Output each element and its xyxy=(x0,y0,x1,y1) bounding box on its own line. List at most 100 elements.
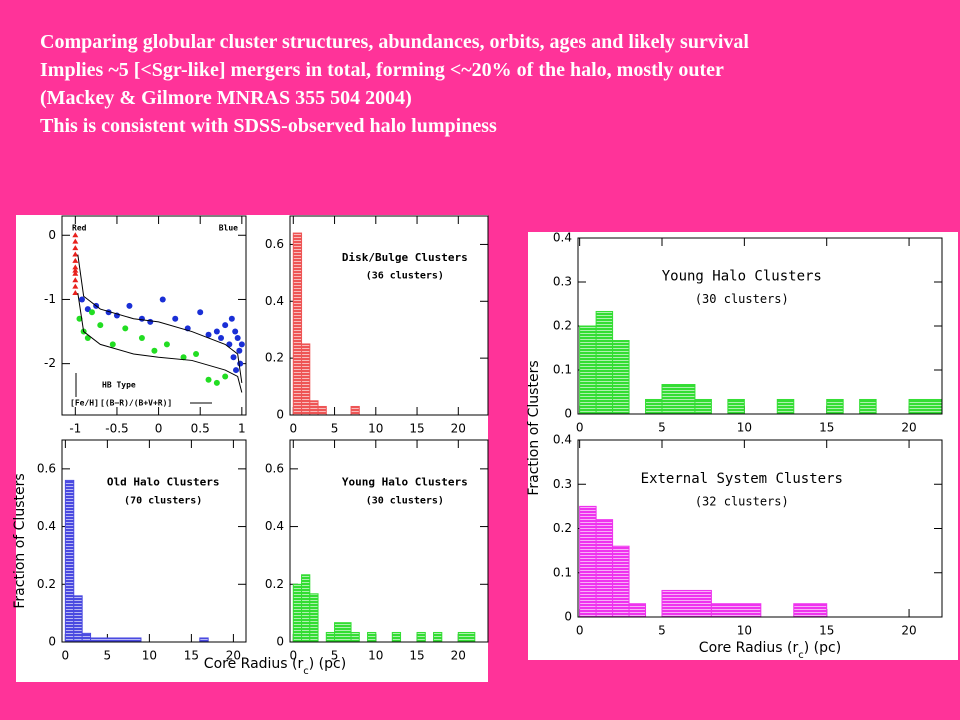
bar xyxy=(595,310,614,415)
x-axis-label: Core Radius (rc) (pc) xyxy=(204,656,346,677)
bar xyxy=(416,631,426,643)
bar xyxy=(367,631,377,643)
plot-frame xyxy=(289,439,489,643)
bar xyxy=(579,325,597,415)
slide-text: Implies ~5 [<Sgr-like] mergers in total,… xyxy=(40,59,724,81)
point xyxy=(126,302,133,309)
x-tick-label: 15 xyxy=(409,422,424,436)
point xyxy=(237,360,244,367)
x-tick-label: 10 xyxy=(368,649,383,663)
y-tick-label: 0.4 xyxy=(553,231,572,245)
panel-title: Young Halo Clusters xyxy=(342,475,468,488)
x-tick-label: 0 xyxy=(289,649,297,663)
x-tick-label: 20 xyxy=(451,649,466,663)
point xyxy=(232,328,239,335)
y-tick-label: 0.4 xyxy=(265,294,284,308)
x-tick-label: 0.5 xyxy=(191,422,210,436)
x-tick-label: 0 xyxy=(289,422,297,436)
bar xyxy=(612,545,630,618)
bar xyxy=(292,232,303,416)
y-tick-label: -2 xyxy=(44,356,56,370)
panel-title: Young Halo Clusters xyxy=(662,269,822,285)
point xyxy=(218,334,225,341)
bar xyxy=(325,631,336,643)
point xyxy=(72,283,79,289)
point xyxy=(72,267,79,273)
y-tick-label: 0.2 xyxy=(37,577,56,591)
point xyxy=(172,315,179,322)
point xyxy=(84,306,91,313)
panel-title: Old Halo Clusters xyxy=(107,475,220,488)
slide-text: (Mackey & Gilmore MNRAS 355 504 2004) xyxy=(40,87,412,109)
y-tick-label: 0.4 xyxy=(553,433,572,447)
y-axis-label: Fraction of Clusters xyxy=(526,360,542,495)
y-tick-label: 0 xyxy=(276,408,284,422)
point xyxy=(180,354,187,361)
bar xyxy=(776,398,795,415)
point xyxy=(138,334,145,341)
point xyxy=(236,347,243,354)
figure-panel xyxy=(16,215,488,682)
x-tick-label: 5 xyxy=(104,649,112,663)
point xyxy=(151,347,158,354)
panel-title: External System Clusters xyxy=(641,471,843,487)
x-tick-label: 20 xyxy=(901,421,916,435)
point xyxy=(72,290,79,296)
x-tick-label: 0 xyxy=(155,422,163,436)
point xyxy=(213,328,220,335)
x-axis-label-part: c xyxy=(303,666,309,677)
x-tick-label: 15 xyxy=(819,421,834,435)
y-tick-label: 0 xyxy=(564,407,572,421)
point xyxy=(138,315,145,322)
annotation: Blue xyxy=(219,224,238,233)
bar xyxy=(457,631,476,643)
bar xyxy=(334,622,352,643)
panel-subtitle: (30 clusters) xyxy=(366,496,444,507)
bar xyxy=(317,405,327,416)
point xyxy=(205,331,212,338)
point xyxy=(72,238,79,244)
bar xyxy=(595,519,614,618)
panel-subtitle: (70 clusters) xyxy=(124,496,202,507)
y-tick-label: 0.3 xyxy=(553,275,572,289)
plot-frame xyxy=(577,439,943,618)
bar xyxy=(90,637,142,643)
bar xyxy=(301,343,311,416)
bar xyxy=(73,595,83,643)
point xyxy=(72,264,79,270)
point xyxy=(88,309,95,316)
point xyxy=(238,341,245,348)
plot-frame xyxy=(61,439,247,643)
y-tick-label: 0 xyxy=(276,635,284,649)
point xyxy=(97,322,104,329)
bar xyxy=(661,384,696,415)
bar xyxy=(309,593,319,643)
x-axis-label-part: Core Radius (r xyxy=(204,656,304,672)
curve xyxy=(77,292,243,393)
x-tick-label: 15 xyxy=(409,649,424,663)
bar xyxy=(727,398,745,415)
point xyxy=(72,245,79,251)
panel-subtitle: (32 clusters) xyxy=(695,494,789,508)
slide-text: This is consistent with SDSS-observed ha… xyxy=(40,115,497,137)
x-tick-label: 0 xyxy=(62,649,70,663)
bar xyxy=(793,603,828,618)
bar xyxy=(292,583,303,643)
point xyxy=(230,354,237,361)
point xyxy=(72,257,79,263)
bar xyxy=(859,398,877,415)
x-tick-label: 20 xyxy=(226,649,241,663)
point xyxy=(228,315,235,322)
y-tick-label: 0.2 xyxy=(553,521,572,535)
point xyxy=(122,325,129,332)
x-tick-label: 20 xyxy=(451,422,466,436)
x-tick-label: 5 xyxy=(331,649,339,663)
point xyxy=(205,376,212,383)
x-tick-label: 10 xyxy=(368,422,383,436)
slide-text: Comparing globular cluster structures, a… xyxy=(40,31,749,53)
y-tick-label: 0.1 xyxy=(553,565,572,579)
x-axis-label: Core Radius (rc) (pc) xyxy=(699,640,841,661)
x-tick-label: 5 xyxy=(658,624,666,638)
x-axis-label-part: ) (pc) xyxy=(309,656,346,672)
x-axis-label-part: c xyxy=(798,650,804,661)
